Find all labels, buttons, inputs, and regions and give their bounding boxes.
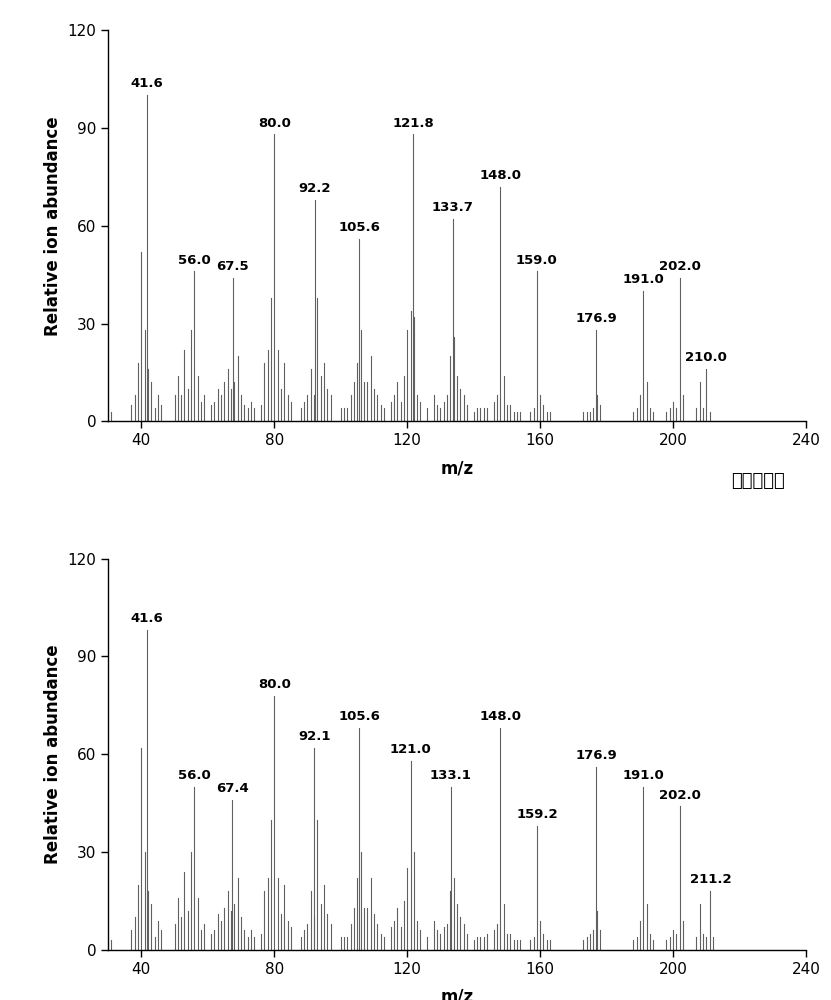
Text: 159.0: 159.0: [516, 254, 558, 267]
Text: 41.6: 41.6: [130, 612, 163, 625]
Text: 80.0: 80.0: [258, 678, 291, 691]
Text: 56.0: 56.0: [178, 769, 211, 782]
X-axis label: m/z: m/z: [440, 988, 474, 1000]
Text: 202.0: 202.0: [659, 789, 701, 802]
Text: 92.1: 92.1: [298, 730, 331, 743]
Text: 176.9: 176.9: [575, 312, 617, 325]
Text: 202.0: 202.0: [659, 260, 701, 273]
Text: 56.0: 56.0: [178, 254, 211, 267]
Text: 121.0: 121.0: [390, 743, 431, 756]
Text: 148.0: 148.0: [479, 710, 521, 723]
X-axis label: m/z: m/z: [440, 459, 474, 477]
Y-axis label: Relative ion abundance: Relative ion abundance: [44, 644, 61, 864]
Text: 210.0: 210.0: [686, 351, 727, 364]
Text: 92.2: 92.2: [298, 182, 331, 195]
Text: 67.5: 67.5: [216, 260, 249, 273]
Text: 211.2: 211.2: [690, 873, 731, 886]
Text: 圆柚酮标样: 圆柚酮标样: [731, 472, 785, 490]
Y-axis label: Relative ion abundance: Relative ion abundance: [44, 116, 61, 336]
Text: 176.9: 176.9: [575, 749, 617, 762]
Text: 191.0: 191.0: [622, 769, 664, 782]
Text: 105.6: 105.6: [338, 221, 381, 234]
Text: 191.0: 191.0: [622, 273, 664, 286]
Text: 121.8: 121.8: [392, 117, 434, 130]
Text: 41.6: 41.6: [130, 77, 163, 90]
Text: 80.0: 80.0: [258, 117, 291, 130]
Text: 159.2: 159.2: [517, 808, 558, 821]
Text: 133.1: 133.1: [430, 769, 472, 782]
Text: 67.4: 67.4: [216, 782, 248, 795]
Text: 133.7: 133.7: [432, 201, 474, 214]
Text: 105.6: 105.6: [338, 710, 381, 723]
Text: 148.0: 148.0: [479, 169, 521, 182]
